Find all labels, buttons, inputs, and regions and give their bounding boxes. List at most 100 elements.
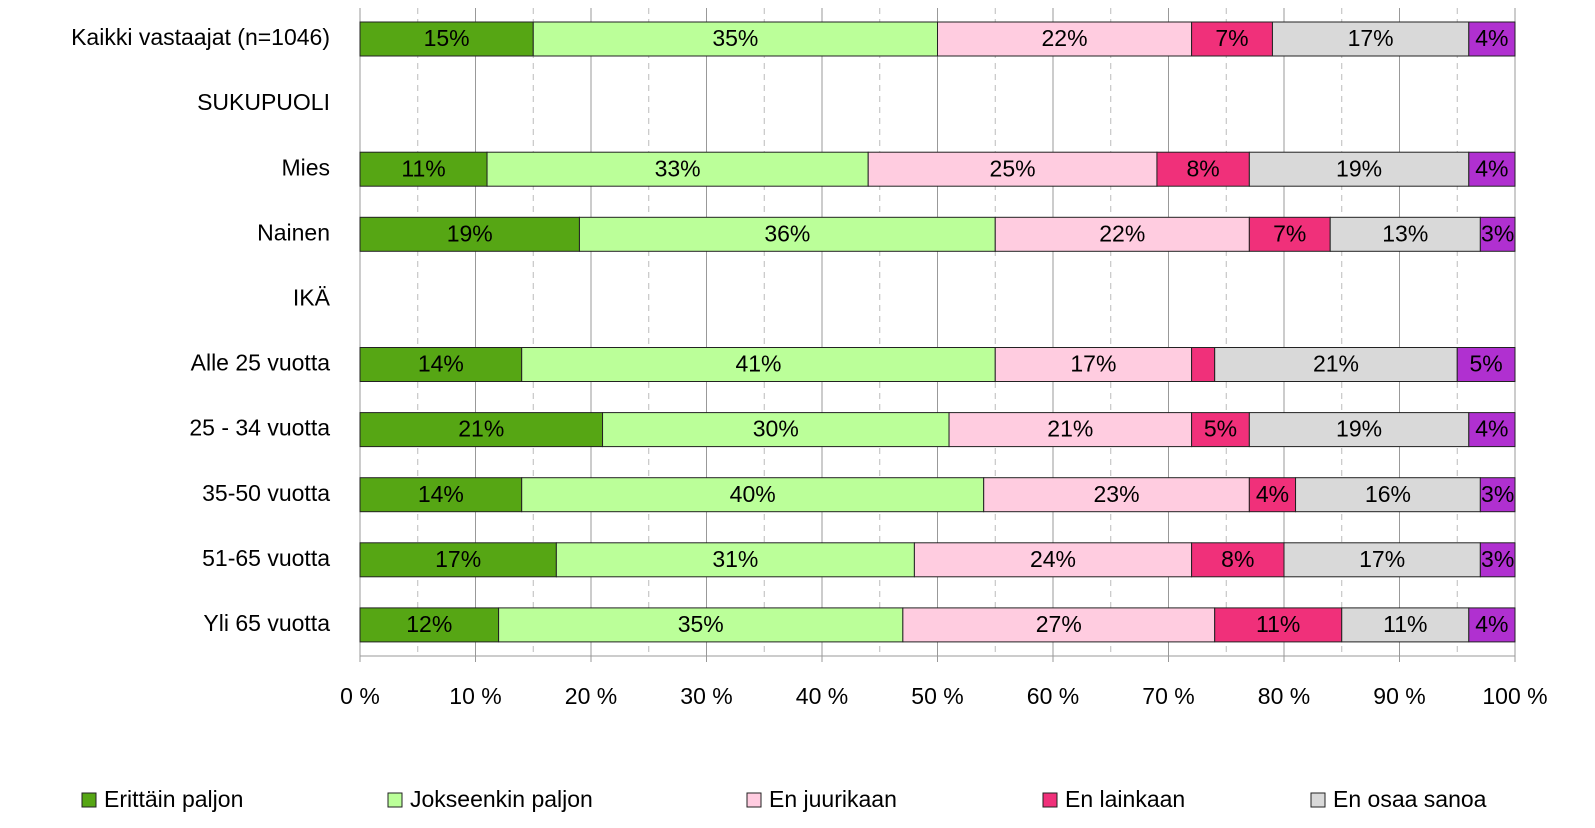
data-label: 22%	[1042, 25, 1088, 51]
data-label: 11%	[401, 155, 445, 181]
bar-segment	[1191, 21, 1273, 57]
x-tick-label: 50 %	[911, 683, 963, 709]
x-tick-label: 30 %	[680, 683, 732, 709]
data-label: 40%	[730, 481, 776, 507]
y-tick-label: 51-65 vuotta	[202, 545, 330, 571]
bar-segment	[1248, 412, 1470, 448]
bar-segment	[867, 151, 1158, 187]
bar-segment	[1214, 607, 1343, 643]
y-tick-label: 35-50 vuotta	[202, 480, 330, 506]
data-label: 23%	[1094, 481, 1140, 507]
data-label: 19%	[1336, 155, 1382, 181]
x-tick-label: 90 %	[1373, 683, 1425, 709]
data-label: 17%	[435, 546, 481, 572]
legend-swatch	[746, 792, 762, 808]
legend-swatch	[1042, 792, 1058, 808]
bar-segment	[994, 216, 1250, 252]
bar-segment	[602, 412, 950, 448]
bar-segment	[555, 542, 915, 578]
data-label: 15%	[424, 25, 470, 51]
legend-label: En osaa sanoa	[1333, 786, 1487, 812]
bar-segment	[1456, 347, 1516, 382]
bar-segment	[1248, 151, 1470, 187]
data-label: 4%	[1475, 611, 1508, 637]
data-label: 17%	[1070, 351, 1116, 377]
bar-segment	[1479, 542, 1516, 578]
legend-label: En juurikaan	[769, 786, 897, 812]
bar-segment	[1191, 542, 1285, 578]
data-label: 22%	[1099, 220, 1145, 246]
y-tick-label: SUKUPUOLI	[197, 89, 330, 115]
bar-segment	[359, 347, 523, 382]
bar-segment	[359, 542, 557, 578]
x-tick-label: 60 %	[1027, 683, 1079, 709]
data-label: 30%	[753, 416, 799, 442]
data-label: 11%	[1383, 611, 1427, 637]
data-label: 4%	[1475, 25, 1508, 51]
bar-segment	[1156, 151, 1250, 187]
legend-label: Jokseenkin paljon	[410, 786, 593, 812]
bar-segment	[1341, 607, 1470, 643]
bar-segment	[1283, 542, 1481, 578]
y-tick-label: Yli 65 vuotta	[203, 610, 330, 636]
data-label: 27%	[1036, 611, 1082, 637]
data-label: 4%	[1475, 155, 1508, 181]
data-label: 21%	[458, 416, 504, 442]
data-label: 17%	[1348, 25, 1394, 51]
data-label: 35%	[712, 25, 758, 51]
bar-segment	[359, 412, 604, 448]
data-label: 31%	[712, 546, 758, 572]
legend-swatch	[1310, 792, 1326, 808]
data-label: 13%	[1382, 220, 1428, 246]
legend-swatch	[81, 792, 97, 808]
data-label: 25%	[990, 155, 1036, 181]
bar-segment	[521, 477, 985, 513]
data-label: 3%	[1481, 546, 1514, 572]
data-label: 4%	[1475, 416, 1508, 442]
bar-segment	[359, 216, 580, 252]
bar-segment	[1248, 216, 1331, 252]
data-label: 14%	[418, 481, 464, 507]
data-label: 33%	[655, 155, 701, 181]
data-label: 21%	[1313, 351, 1359, 377]
data-label: 3%	[1481, 481, 1514, 507]
data-label: 36%	[764, 220, 810, 246]
bar-segment	[532, 21, 938, 57]
data-label: 5%	[1204, 416, 1237, 442]
data-label: 5%	[1470, 351, 1503, 377]
data-label: 14%	[418, 351, 464, 377]
data-label: 4%	[1256, 481, 1289, 507]
bar-segment	[1329, 216, 1481, 252]
data-label: 11%	[1256, 611, 1300, 637]
bar-segment	[1479, 216, 1516, 252]
y-tick-label: Kaikki vastaajat (n=1046)	[71, 24, 330, 50]
bar-segment	[498, 607, 904, 643]
bar-segment	[578, 216, 996, 252]
data-label: 19%	[447, 220, 493, 246]
x-tick-label: 80 %	[1258, 683, 1310, 709]
x-tick-label: 70 %	[1142, 683, 1194, 709]
data-label: 41%	[735, 351, 781, 377]
bar-segment	[1479, 477, 1516, 513]
y-tick-label: Nainen	[257, 219, 330, 245]
bar-segment	[1468, 412, 1516, 448]
bar-segment	[1191, 347, 1216, 382]
data-label: 12%	[406, 611, 452, 637]
x-tick-label: 10 %	[449, 683, 501, 709]
x-tick-label: 0 %	[340, 683, 380, 709]
legend-label: En lainkaan	[1065, 786, 1185, 812]
bar-segment	[486, 151, 869, 187]
data-label: 24%	[1030, 546, 1076, 572]
legend-swatch	[387, 792, 403, 808]
bar-segment	[359, 607, 500, 643]
data-label: 8%	[1221, 546, 1254, 572]
bar-segment	[902, 607, 1216, 643]
bar-segment	[1271, 21, 1470, 57]
bar-segment	[359, 21, 534, 57]
bar-segment	[948, 412, 1193, 448]
bar-segment	[1468, 607, 1516, 643]
data-label: 7%	[1215, 25, 1248, 51]
y-tick-label: Alle 25 vuotta	[191, 350, 331, 376]
data-label: 21%	[1047, 416, 1093, 442]
